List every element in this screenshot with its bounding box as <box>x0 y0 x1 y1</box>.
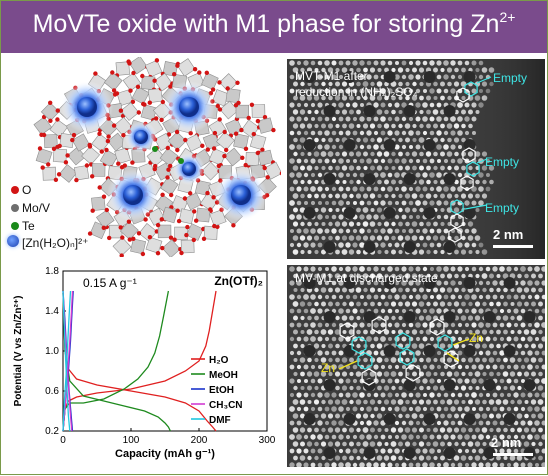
arrow-line <box>476 76 492 84</box>
scale-bar <box>493 453 533 456</box>
hexagon-outline <box>361 368 377 386</box>
series-line-charge <box>62 290 72 432</box>
banner-title-superscript: 2+ <box>499 9 516 25</box>
x-tick-label: 300 <box>259 435 276 446</box>
hexagon-outline <box>448 227 462 243</box>
crystal-structure-image <box>33 55 285 259</box>
hexagon-outline <box>371 316 387 334</box>
hexagon-outline <box>464 81 478 97</box>
crystal-structure-panel: O Mo/V Te [Zn(H₂O)ₙ]²⁺ <box>5 55 285 259</box>
stem-top-caption-line1: MVT-M1 after <box>295 69 368 83</box>
legend-label: DMF <box>209 415 231 426</box>
stem-bottom-zn-label-1: Zn <box>321 361 336 375</box>
zn-ion <box>179 97 199 117</box>
te-atom-icon <box>11 222 19 230</box>
te-atom <box>178 158 184 164</box>
electrolyte-annotation: Zn(OTf)₂ <box>214 274 263 288</box>
legend-te-label: Te <box>22 219 35 233</box>
legend-oxygen-label: O <box>22 183 32 197</box>
stem-top-scale-label: 2 nm <box>493 227 524 242</box>
y-tick-label: 0.2 <box>45 426 59 437</box>
stem-bottom-caption: MV-M1 at discharged state <box>295 271 438 285</box>
hexagon-outline <box>395 332 411 350</box>
series-line-charge <box>62 290 74 432</box>
legend-zn-label: [Zn(H₂O)ₙ]²⁺ <box>22 236 89 250</box>
arrow-line <box>338 360 358 370</box>
hexagon-outline <box>357 352 373 370</box>
legend-label: H₂O <box>209 355 229 366</box>
stem-micrograph-bottom <box>287 265 547 468</box>
scale-bar <box>493 245 533 248</box>
x-tick-label: 100 <box>123 435 140 446</box>
hexagon-outline <box>462 147 476 163</box>
stem-bottom-zn-label-2: Zn <box>469 331 484 345</box>
te-atom <box>152 146 158 152</box>
zn-ion <box>77 97 97 117</box>
hexagon-outline <box>351 336 367 354</box>
legend-mov-label: Mo/V <box>22 201 51 215</box>
hexagon-outline <box>450 213 464 229</box>
hexagon-outline <box>443 350 459 368</box>
y-tick-label: 1.0 <box>45 346 59 357</box>
arrow-line <box>476 158 488 164</box>
legend-label: MeOH <box>209 370 238 381</box>
zn-ion <box>182 162 196 176</box>
hexagon-outline <box>339 322 355 340</box>
hexagon-outline <box>405 364 421 382</box>
atomic-columns <box>289 266 547 468</box>
dark-channels <box>303 277 536 459</box>
hexagon-outline <box>399 348 415 366</box>
mov-atom-icon <box>11 204 19 212</box>
hexagon-outline <box>429 318 445 336</box>
series-line-charge <box>62 290 217 432</box>
banner-title-text: MoVTe oxide with M1 phase for storing Zn <box>32 10 500 38</box>
zn-ion <box>134 130 148 144</box>
title-banner: MoVTe oxide with M1 phase for storing Zn… <box>1 1 547 53</box>
hexagon-outline <box>456 87 470 103</box>
stem-image-bottom: MV-M1 at discharged state Zn Zn 2 nm <box>287 265 547 468</box>
hexagon-outline <box>437 334 453 352</box>
hexagon-outline <box>460 175 474 191</box>
y-tick-label: 1.4 <box>45 306 59 317</box>
legend-label: EtOH <box>209 385 234 396</box>
banner-title: MoVTe oxide with M1 phase for storing Zn… <box>1 9 547 39</box>
stem-image-top: MVT-M1 after reduction in (NH₄)₂SO₄ Empt… <box>287 59 545 259</box>
arrow-line <box>446 352 460 362</box>
stem-bottom-scale-label: 2 nm <box>491 435 522 450</box>
legend-label: CH₃CN <box>209 400 243 411</box>
stem-top-empty-label-1: Empty <box>493 71 528 85</box>
x-tick-label: 0 <box>60 435 66 446</box>
x-tick-label: 200 <box>191 435 208 446</box>
legend-zn: [Zn(H₂O)ₙ]²⁺ <box>7 235 88 250</box>
legend-te: Te <box>11 219 35 233</box>
y-tick-label: 0.6 <box>45 386 59 397</box>
chart-plot-area <box>62 270 268 432</box>
x-axis-label: Capacity (mAh g⁻¹) <box>115 448 215 460</box>
zn-ion <box>123 185 143 205</box>
hexagon-outline <box>466 161 480 177</box>
y-axis-label: Potential (V vs Zn/Zn²⁺) <box>13 296 24 407</box>
legend-oxygen: O <box>11 183 31 197</box>
rate-annotation: 0.15 A g⁻¹ <box>83 276 137 290</box>
zn-complex-icon <box>7 235 19 247</box>
stem-top-empty-label-2: Empty <box>485 155 520 169</box>
stem-top-caption-line2: reduction in (NH₄)₂SO₄ <box>295 85 418 99</box>
legend-mov: Mo/V <box>11 201 50 215</box>
stem-top-empty-label-3: Empty <box>485 201 520 215</box>
stem-micrograph-top <box>287 59 545 259</box>
y-tick-label: 1.8 <box>45 266 59 277</box>
charge-discharge-chart-panel: 0 100 200 300 0.2 0.6 1.0 1.4 1.8 Capacity (mAh g… <box>5 259 281 471</box>
arrow-line <box>452 338 470 346</box>
oxygen-atom-icon <box>11 186 19 194</box>
charge-discharge-chart: 0 100 200 300 0.2 0.6 1.0 1.4 1.8 Capacity (mAh g… <box>13 266 276 460</box>
series-line-charge <box>62 290 170 432</box>
specimen-edge <box>465 59 545 259</box>
zn-ion <box>231 185 251 205</box>
arrow-line <box>464 204 488 210</box>
